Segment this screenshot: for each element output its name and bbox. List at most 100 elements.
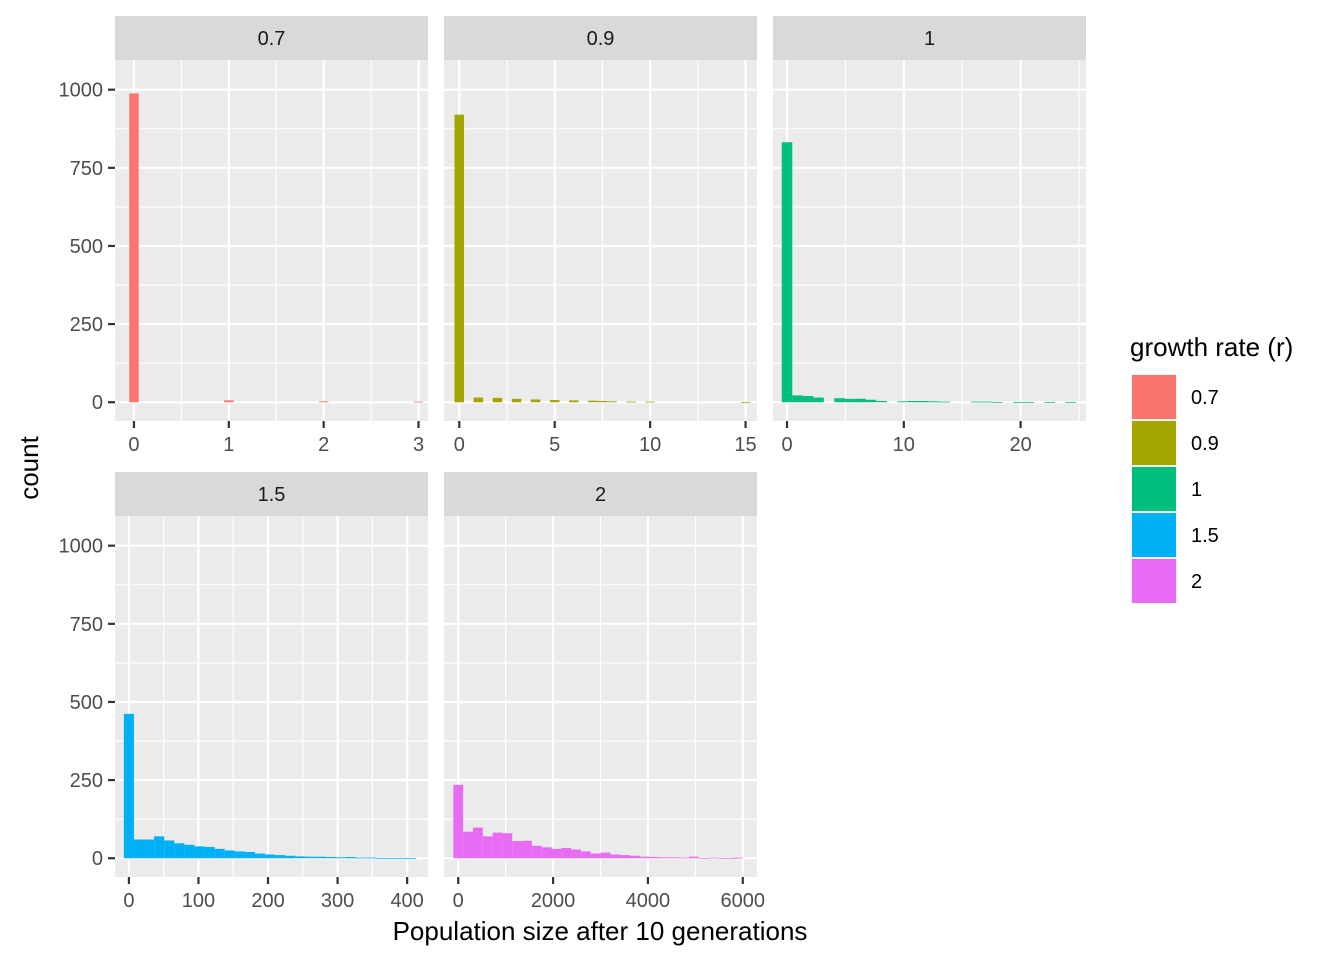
histogram-bar bbox=[413, 401, 424, 403]
x-tick-label: 1 bbox=[223, 434, 234, 456]
panel-background bbox=[773, 60, 1086, 421]
histogram-bar bbox=[844, 398, 856, 403]
histogram-bar bbox=[1013, 401, 1024, 403]
x-tick-label: 0 bbox=[453, 890, 464, 912]
histogram-bar bbox=[549, 400, 560, 403]
histogram-bar bbox=[345, 856, 356, 859]
histogram-bar bbox=[834, 398, 845, 403]
histogram-bar bbox=[154, 836, 165, 859]
x-axis-title: Population size after 10 generations bbox=[393, 916, 808, 946]
histogram-bar bbox=[600, 852, 611, 859]
x-tick-label: 4000 bbox=[626, 890, 671, 912]
histogram-bar bbox=[669, 857, 680, 859]
y-tick-label: 1000 bbox=[59, 536, 104, 558]
histogram-bar bbox=[224, 400, 234, 403]
x-tick-label: 0 bbox=[781, 434, 792, 456]
histogram-bar bbox=[649, 856, 660, 859]
histogram-bar bbox=[1044, 401, 1056, 403]
histogram-bar bbox=[234, 851, 245, 859]
legend-entry-label: 0.9 bbox=[1191, 433, 1219, 455]
histogram-bar bbox=[939, 401, 950, 403]
histogram-bar bbox=[244, 851, 255, 859]
histogram-bar bbox=[698, 857, 709, 859]
histogram-bar bbox=[597, 400, 608, 403]
legend-entry-label: 1 bbox=[1191, 479, 1202, 501]
histogram-bar bbox=[561, 847, 572, 859]
histogram-bar bbox=[918, 400, 929, 403]
legend-items: 0.7 0.9 1 1.5 2 bbox=[1131, 374, 1219, 604]
histogram-bar bbox=[897, 401, 908, 403]
legend: growth rate (r) 0.7 0.9 1 1.5 2 bbox=[1130, 332, 1293, 604]
facet-panel-1: 10 10 20 bbox=[773, 16, 1086, 456]
histogram-bar bbox=[502, 833, 513, 859]
histogram-bar bbox=[588, 400, 598, 403]
x-tick-label: 400 bbox=[390, 890, 423, 912]
histogram-bar bbox=[541, 847, 552, 859]
histogram-bar bbox=[453, 784, 464, 859]
panel-background bbox=[115, 516, 428, 877]
facet-strip bbox=[444, 16, 757, 60]
legend-key-swatch bbox=[1132, 513, 1176, 557]
histogram-bar bbox=[472, 827, 483, 859]
x-tick-label: 2 bbox=[318, 434, 329, 456]
histogram-bar bbox=[214, 848, 225, 859]
y-tick-label: 500 bbox=[70, 236, 103, 258]
x-tick-label: 10 bbox=[639, 434, 661, 456]
histogram-bar bbox=[607, 401, 617, 403]
x-tick-label: 100 bbox=[182, 890, 215, 912]
y-tick-label: 500 bbox=[70, 692, 103, 714]
histogram-bar bbox=[325, 856, 336, 859]
x-tick-label: 3 bbox=[413, 434, 424, 456]
histogram-bar bbox=[365, 857, 377, 859]
histogram-bar bbox=[204, 846, 215, 859]
histogram-bar bbox=[531, 845, 542, 859]
histogram-bar bbox=[184, 844, 195, 859]
histogram-bar bbox=[512, 841, 523, 859]
histogram-bar bbox=[482, 836, 493, 859]
legend-entry-label: 1.5 bbox=[1191, 525, 1219, 547]
x-tick-label: 6000 bbox=[721, 890, 766, 912]
histogram-bar bbox=[659, 857, 670, 859]
histogram-bar bbox=[981, 401, 992, 403]
histogram-bar bbox=[275, 855, 286, 859]
legend-entry-label: 2 bbox=[1191, 571, 1202, 593]
histogram-bar bbox=[876, 400, 887, 403]
x-tick-label: 0 bbox=[123, 890, 134, 912]
x-tick-label: 5 bbox=[549, 434, 560, 456]
facet-strip-label: 1 bbox=[924, 28, 935, 50]
y-tick-label: 750 bbox=[70, 158, 103, 180]
histogram-bar bbox=[679, 857, 689, 859]
x-tick-label: 2000 bbox=[531, 890, 576, 912]
facet-panel-1-5: 1.5 0 100 200 300 400 0 250 500 750 1000 bbox=[59, 472, 428, 912]
histogram-bar bbox=[865, 399, 877, 403]
histogram-bar bbox=[802, 395, 814, 403]
y-axis-title: count bbox=[14, 435, 44, 499]
histogram-bar bbox=[386, 857, 397, 859]
histogram-bar bbox=[530, 399, 541, 403]
histogram-bar bbox=[123, 713, 134, 859]
legend-key-swatch bbox=[1132, 467, 1176, 511]
histogram-bar bbox=[630, 855, 640, 859]
histogram-bar bbox=[928, 401, 940, 403]
histogram-bar bbox=[174, 843, 185, 859]
histogram-bar bbox=[708, 857, 719, 859]
histogram-bar bbox=[265, 854, 276, 859]
histogram-bar bbox=[645, 401, 655, 403]
histogram-bar bbox=[571, 849, 581, 859]
x-tick-label: 0 bbox=[128, 434, 139, 456]
histogram-bar bbox=[991, 401, 1003, 403]
histogram-bar bbox=[254, 853, 266, 859]
histogram-bar bbox=[569, 400, 579, 403]
histogram-bar bbox=[224, 850, 235, 859]
histogram-bar bbox=[454, 114, 465, 403]
facet-strip-label: 1.5 bbox=[258, 484, 286, 506]
histogram-bar bbox=[295, 856, 306, 859]
legend-title: growth rate (r) bbox=[1130, 332, 1293, 362]
facet-strip-label: 0.9 bbox=[587, 28, 615, 50]
facet-strip-label: 2 bbox=[595, 484, 606, 506]
histogram-bar bbox=[1065, 401, 1077, 403]
facet-panel-2: 2 0 2000 4000 6000 bbox=[444, 472, 765, 912]
histogram-bar bbox=[590, 853, 601, 859]
histogram-bar bbox=[129, 93, 139, 403]
